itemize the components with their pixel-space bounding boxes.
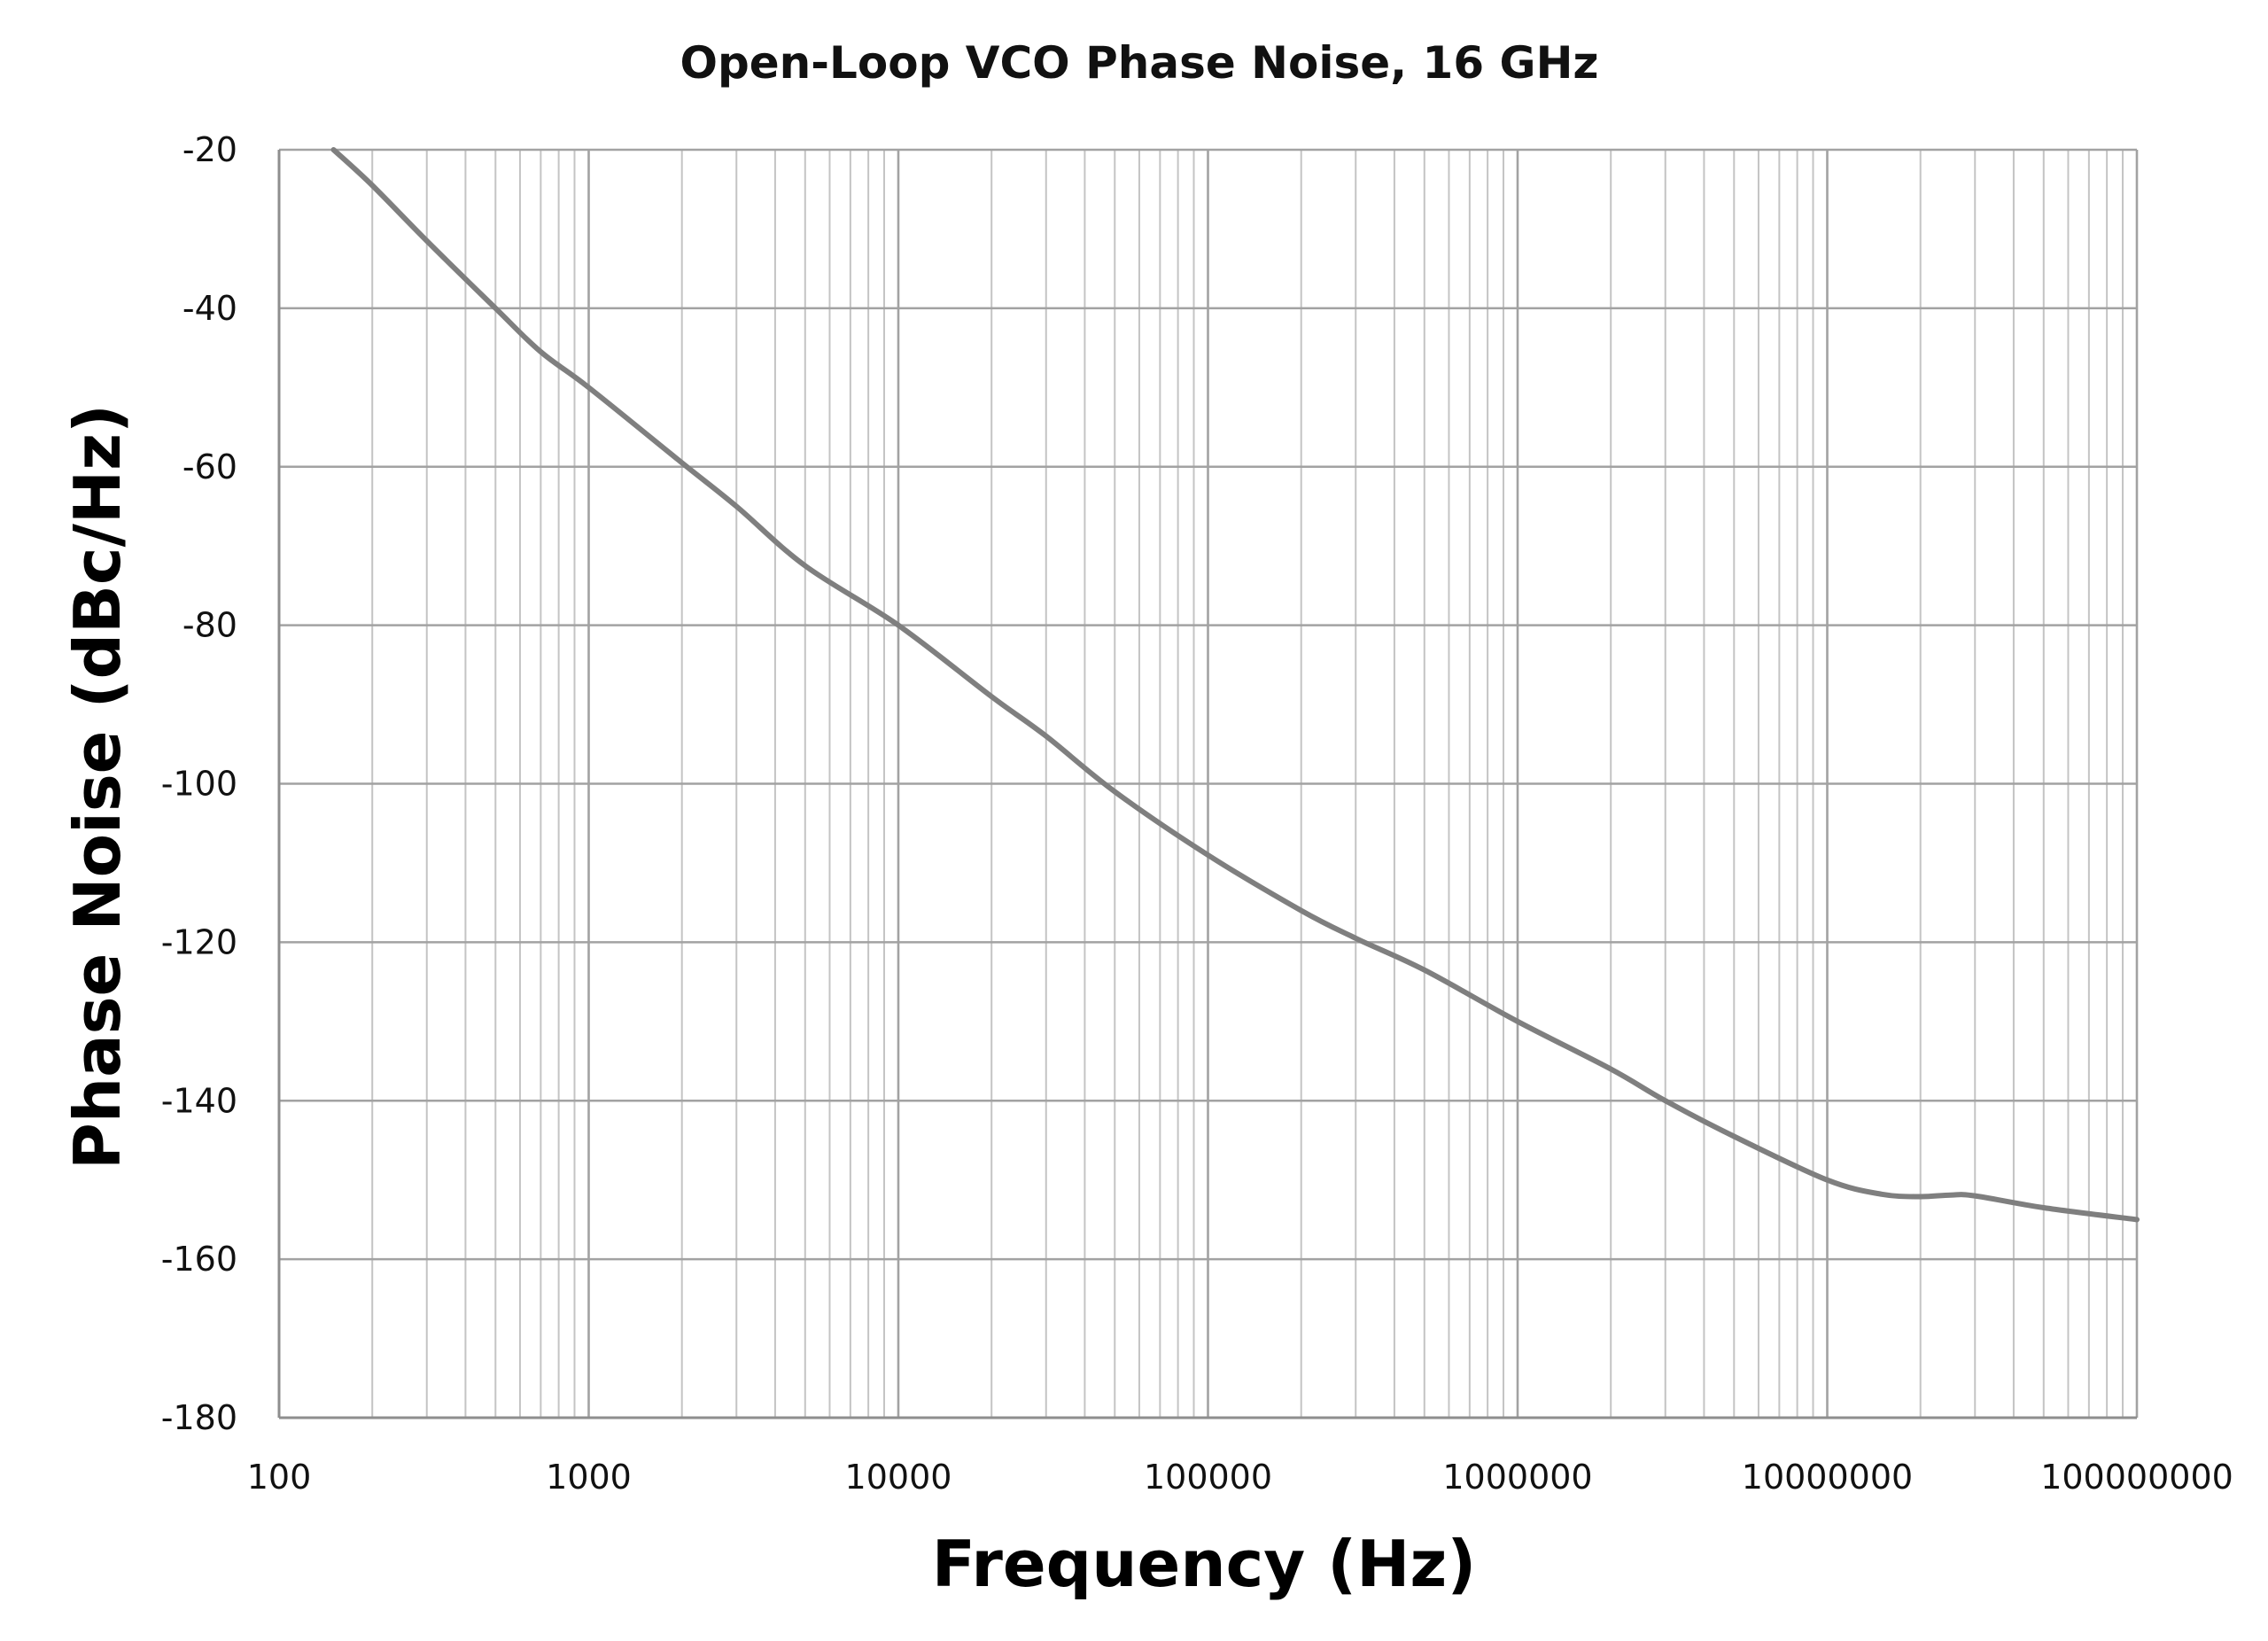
y-tick-label: -20 [183,130,237,169]
y-tick-label: -160 [161,1240,237,1279]
chart-title: Open-Loop VCO Phase Noise, 16 GHz [680,37,1598,89]
x-tick-label: 10000 [845,1458,952,1497]
y-tick-label: -120 [161,922,237,961]
x-tick-label: 1000 [546,1458,632,1497]
phase-noise-line [330,147,2140,1223]
y-tick-label: -180 [161,1398,237,1437]
x-tick-label: 100 [247,1458,312,1497]
x-tick-label: 100000000 [2040,1458,2233,1497]
tick-labels: 100 1000 10000 100000 1000000 10000000 1000000… [161,130,2233,1497]
plot-series [330,147,2140,1223]
y-tick-label: -80 [183,606,237,645]
y-tick-label: -140 [161,1081,237,1120]
y-tick-label: -40 [183,289,237,328]
x-axis-title: Frequency (Hz) [932,1527,1476,1601]
x-tick-label: 100000 [1144,1458,1272,1497]
y-axis-title: Phase Noise (dBc/Hz) [60,404,135,1170]
plot-axes [277,150,2137,1419]
x-tick-label: 10000000 [1742,1458,1913,1497]
plot-grid [277,148,2139,1419]
x-tick-label: 1000000 [1442,1458,1592,1497]
y-tick-label: -100 [161,765,237,804]
y-tick-label: -60 [183,447,237,486]
